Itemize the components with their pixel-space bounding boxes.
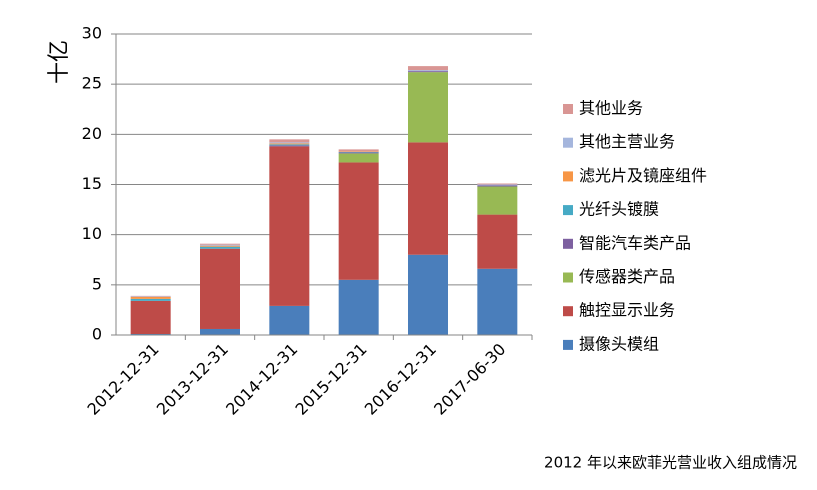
bar-segment — [338, 153, 379, 163]
legend-swatch — [563, 339, 573, 350]
legend-swatch — [563, 306, 573, 317]
y-tick-label: 30 — [82, 24, 102, 43]
x-tick-label: 2016-12-31 — [361, 340, 440, 419]
y-tick-label: 20 — [82, 124, 102, 143]
legend-label: 其他主营业务 — [579, 132, 675, 151]
bar-segment — [338, 149, 379, 152]
bar-segment — [477, 186, 518, 215]
legend-swatch — [563, 205, 573, 216]
y-tick-label: 15 — [82, 174, 102, 193]
legend-label: 光纤头镀膜 — [579, 200, 659, 219]
bar-segment — [338, 279, 379, 335]
bar-segment — [200, 244, 240, 246]
y-tick-label: 5 — [92, 274, 102, 293]
bar-segment — [269, 142, 310, 144]
bar-segment — [408, 72, 448, 143]
legend-swatch — [563, 272, 573, 283]
legend-label: 传感器类产品 — [579, 267, 675, 286]
bar-segment — [130, 298, 171, 301]
bar-segment — [338, 151, 379, 152]
bar-segment — [477, 184, 518, 186]
legend-label: 摄像头模组 — [579, 334, 659, 353]
bar-segment — [338, 162, 379, 280]
bar-segment — [130, 296, 171, 297]
y-axis-label: 十亿 — [47, 40, 72, 84]
bar-segment — [477, 268, 518, 335]
bar-segment — [269, 145, 310, 147]
bar-segment — [200, 328, 240, 335]
x-tick-label: 2013-12-31 — [153, 340, 232, 419]
bar-segment — [200, 245, 240, 247]
legend-label: 其他业务 — [579, 99, 643, 118]
legend-swatch — [563, 171, 573, 182]
bar-segment — [130, 333, 171, 335]
x-tick-label: 2014-12-31 — [222, 340, 301, 419]
bar-segment — [269, 139, 310, 143]
legend-swatch — [563, 104, 573, 114]
caption: 2012 年以来欧菲光营业收入组成情况 — [544, 454, 797, 472]
x-tick-label: 2015-12-31 — [291, 340, 370, 419]
bar-segment — [269, 143, 310, 145]
bar-segment — [477, 183, 518, 185]
bar-segment — [408, 70, 448, 72]
bar-segment — [269, 144, 310, 146]
y-tick-label: 25 — [82, 74, 102, 93]
bar-segment — [408, 254, 448, 335]
bar-segment — [200, 243, 240, 245]
bar-segment — [269, 305, 310, 335]
bar-segment — [130, 300, 171, 334]
bar-segment — [338, 152, 379, 154]
y-tick-label: 0 — [92, 325, 102, 344]
bar-segment — [408, 71, 448, 73]
legend-label: 智能汽车类产品 — [579, 233, 691, 252]
bar-segment — [338, 151, 379, 153]
legend-label: 滤光片及镜座组件 — [579, 166, 707, 185]
bar-segment — [477, 214, 518, 269]
x-tick-label: 2012-12-31 — [83, 340, 162, 419]
bar-segment — [408, 142, 448, 255]
bar-segment — [269, 146, 310, 306]
bar-segment — [200, 246, 240, 249]
bar-segment — [408, 66, 448, 71]
bar-segment — [200, 248, 240, 329]
x-tick-label: 2017-06-30 — [430, 340, 509, 419]
bar-segment — [477, 185, 518, 187]
legend-label: 触控显示业务 — [579, 301, 675, 320]
bar-segment — [130, 296, 171, 299]
y-tick-label: 10 — [82, 224, 102, 243]
bar-segment — [130, 295, 171, 297]
legend-swatch — [563, 238, 573, 249]
legend-swatch — [563, 137, 573, 148]
